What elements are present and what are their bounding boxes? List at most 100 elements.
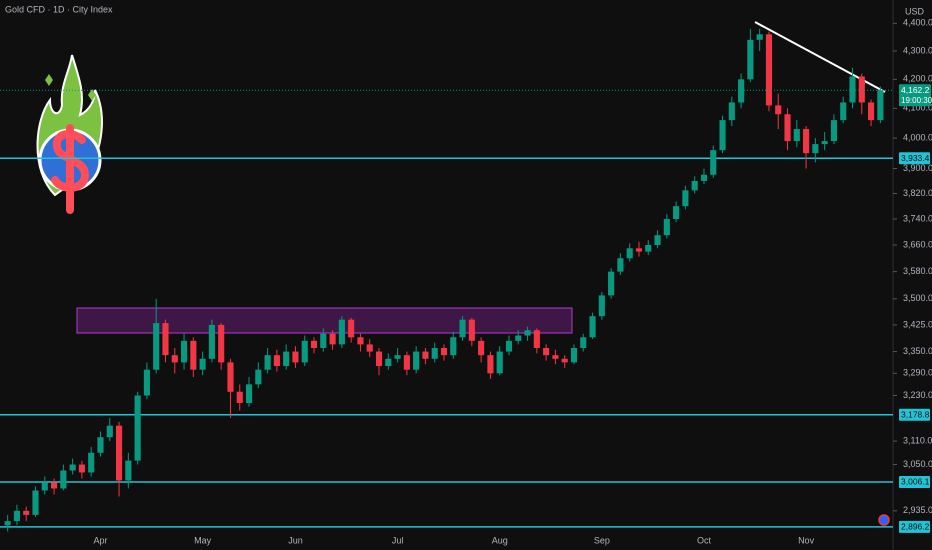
candle-body [255, 369, 262, 385]
level-label: 3,006.1 [901, 477, 930, 487]
candle-body [13, 510, 20, 522]
level-label: 3,933.4 [901, 153, 930, 163]
candle-body [348, 319, 355, 338]
candle-body [533, 330, 540, 348]
level-label: 3,178.8 [901, 409, 930, 419]
trend-line [754, 21, 886, 93]
candle-body [747, 39, 754, 80]
candle-body [60, 470, 67, 489]
candle-body [496, 351, 503, 374]
candle-body [264, 355, 271, 370]
currency: USD [905, 6, 925, 16]
candle-body [153, 323, 160, 370]
candle-body [877, 90, 884, 121]
candle-body [208, 324, 215, 359]
chart-title: Gold CFD · 1D · City Index [5, 4, 113, 14]
candle-body [663, 218, 670, 236]
candle-body [97, 437, 104, 453]
candle-body [301, 340, 308, 363]
candle-body [236, 391, 243, 403]
candle-body [589, 316, 596, 338]
y-tick-label: 3,230.0 [903, 390, 932, 400]
y-tick-label: 4,200.0 [903, 74, 932, 84]
x-tick-label: Apr [93, 535, 107, 545]
candle-body [125, 460, 132, 481]
candle-body [700, 174, 708, 181]
candle-body [849, 76, 856, 103]
candle-body [375, 351, 383, 367]
y-tick-label: 3,740.0 [903, 213, 932, 223]
candle-body [199, 358, 206, 370]
candle-body [505, 340, 513, 352]
candle-body [422, 351, 429, 359]
candle-body [245, 384, 253, 403]
candle-body [329, 333, 336, 345]
candle-body [765, 34, 773, 106]
candle-body [598, 295, 605, 317]
candle-body [106, 425, 113, 438]
x-tick-label: Jun [288, 535, 303, 545]
candle-body [403, 355, 410, 370]
candle-body [273, 355, 280, 367]
candle-body [431, 347, 438, 359]
y-tick-label: 3,820.0 [903, 188, 932, 198]
y-tick-label: 3,580.0 [903, 266, 932, 276]
candle-body [821, 141, 828, 145]
level-badge [899, 475, 930, 488]
candle-body [23, 510, 30, 515]
candle-body [320, 333, 327, 348]
event-icon [878, 514, 890, 526]
y-tick-label: 3,660.0 [903, 239, 932, 249]
candle-body [543, 347, 550, 356]
candle-body [171, 355, 178, 363]
x-tick-label: Oct [697, 535, 712, 545]
last-price-label: 4,162.2 [901, 85, 930, 95]
candle-body [468, 319, 475, 341]
x-tick-label: Aug [492, 535, 508, 545]
x-tick-label: Nov [798, 535, 815, 545]
candle-body [69, 464, 76, 471]
y-tick-label: 3,500.0 [903, 293, 932, 303]
candle-body [50, 482, 58, 489]
candle-body [515, 335, 522, 341]
candle-body [552, 355, 559, 359]
candle-body [617, 258, 624, 272]
candle-body [756, 34, 763, 40]
candle-body [292, 351, 299, 363]
candle-body [78, 464, 85, 473]
candle-body [784, 114, 791, 142]
candle-body [691, 180, 698, 191]
x-tick-label: Sep [594, 535, 610, 545]
candle-body [635, 248, 643, 252]
y-tick-label: 4,400.0 [903, 18, 932, 28]
level-badge [899, 520, 930, 533]
logo-dollar [51, 124, 90, 214]
candle-body [673, 206, 680, 219]
candle-body [570, 347, 578, 363]
candle-body [840, 102, 847, 121]
candle-body [143, 369, 150, 396]
candle-body [88, 452, 95, 473]
level-label: 2,896.2 [901, 522, 930, 532]
candle-body [868, 102, 875, 121]
candle-body [227, 362, 234, 392]
candle-body [858, 76, 865, 103]
candle-body [654, 235, 661, 246]
logo-hearts [45, 74, 96, 101]
candle-body [487, 355, 494, 374]
candle-body [580, 337, 587, 348]
candle-body [830, 120, 838, 142]
candle-body [4, 521, 11, 526]
candle-body [180, 340, 188, 363]
candle-body [682, 190, 689, 207]
candle-body [459, 319, 466, 338]
candle-body [738, 79, 745, 103]
y-tick-label: 4,100.0 [903, 103, 932, 113]
candle-body [719, 120, 726, 151]
y-tick-label: 3,050.0 [903, 459, 932, 469]
y-tick-label: 4,000.0 [903, 132, 932, 142]
y-tick-label: 3,350.0 [903, 346, 932, 356]
candle-body [310, 340, 318, 348]
candle-body [803, 129, 810, 154]
